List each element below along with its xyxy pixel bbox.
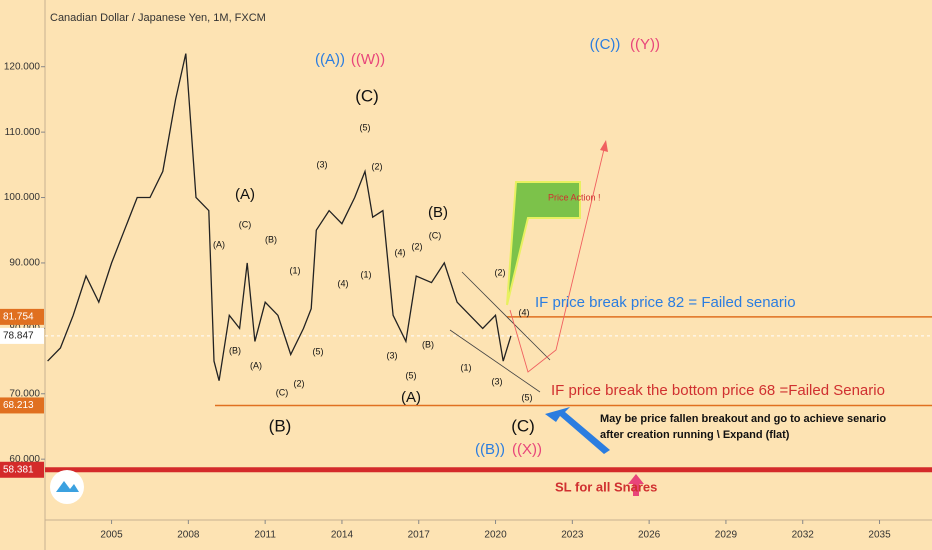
callout-box [506,181,581,306]
x-tick-label: 2029 [715,530,738,541]
annotation: (1) [461,362,472,372]
annotation: (1) [361,269,372,279]
level-label: 58.381 [3,464,34,475]
annotation: Price Action ! [548,192,601,202]
annotation: (5) [522,392,533,402]
level-label: 78.847 [3,331,34,342]
trend-line [461,271,551,361]
x-tick-label: 2032 [792,530,815,541]
annotation: SL for all Snares [555,479,657,494]
x-tick-label: 2014 [331,530,354,541]
annotation: (3) [387,350,398,360]
annotation: (C) [355,86,379,105]
up-arrow [628,474,644,496]
annotation: (4) [338,278,349,288]
annotation: IF price break the bottom price 68 =Fail… [551,382,885,399]
annotation: (4) [519,307,530,317]
pointer-arrow [545,407,610,454]
x-tick-label: 2008 [177,530,200,541]
annotation: ((W)) [351,51,385,68]
annotation: after creation running \ Expand (flat) [600,429,790,441]
annotation: (A) [235,186,255,203]
annotation: (3) [492,376,503,386]
annotation: (5) [313,346,324,356]
x-tick-label: 2023 [561,530,584,541]
annotation: (A) [213,239,225,249]
annotation: (C) [276,387,289,397]
annotation: ((C)) [590,36,621,53]
annotation: (A) [401,389,421,406]
annotation: (B) [428,204,448,221]
x-tick-label: 2017 [408,530,431,541]
annotation: (B) [269,416,292,435]
annotation: (C) [429,230,442,240]
annotation: (B) [265,234,277,244]
annotation: (2) [372,161,383,171]
annotation: IF price break price 82 = Failed senario [535,294,796,311]
annotation: (5) [360,122,371,132]
y-tick-label: 60.000 [9,454,40,465]
x-tick-label: 2011 [254,530,276,541]
x-tick-label: 2026 [638,530,661,541]
level-label: 81.754 [3,312,34,323]
annotation: (2) [495,267,506,277]
annotation: (2) [412,241,423,251]
logo-mark [56,481,79,492]
annotation: (5) [406,370,417,380]
annotation: ((X)) [512,441,542,458]
annotation: May be price fallen breakout and go to a… [600,413,886,425]
price-line [47,53,512,381]
annotation: (B) [422,339,434,349]
annotation: (3) [317,159,328,169]
annotation: (A) [250,360,262,370]
plot-area [41,53,932,524]
y-tick-label: 100.000 [4,192,41,203]
x-tick-label: 2020 [484,530,507,541]
y-tick-label: 110.000 [5,127,41,138]
annotation: ((Y)) [630,36,660,53]
annotation: (C) [239,219,252,229]
annotation: (2) [294,378,305,388]
level-box [0,308,44,325]
scenario-arrow [509,144,606,373]
level-label: 68.213 [3,400,34,411]
level-box [0,461,44,478]
annotation: (1) [290,265,301,275]
chart-title: Canadian Dollar / Japanese Yen, 1M, FXCM [50,12,266,24]
y-tick-label: 70.000 [9,388,40,399]
y-tick-label: 120.000 [4,61,41,72]
trend-line [449,329,541,393]
arrow-head [600,140,608,152]
annotation: ((A)) [315,51,345,68]
annotation: ((B)) [475,441,505,458]
level-box [0,327,44,344]
x-tick-label: 2035 [868,530,891,541]
annotation: (C) [511,416,535,435]
level-box [0,397,44,414]
x-tick-label: 2005 [100,530,123,541]
annotation: (4) [395,247,406,257]
annotation: (B) [229,345,241,355]
y-tick-label: 90.000 [9,258,40,269]
